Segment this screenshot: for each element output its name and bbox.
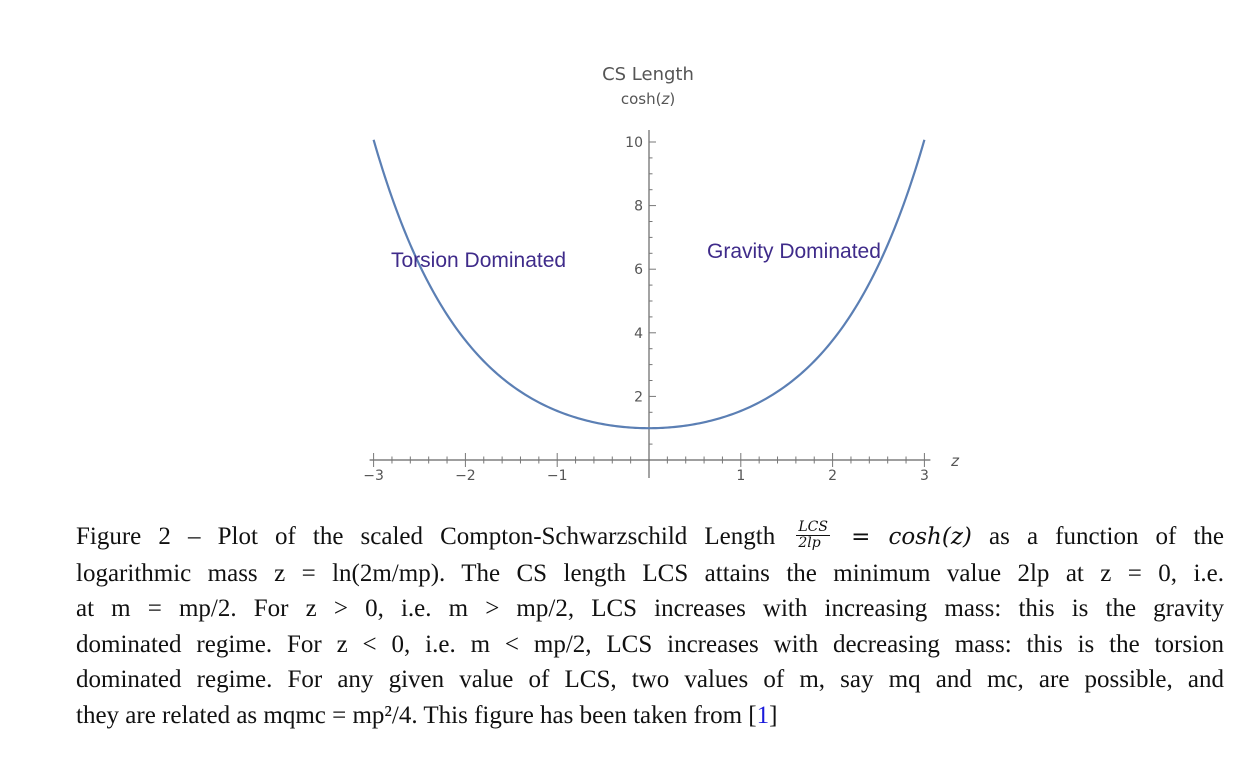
plot-axes <box>369 130 931 478</box>
x-tick-label: 1 <box>736 468 745 484</box>
x-tick-label: −1 <box>547 468 568 484</box>
caption-line-4: dominated regime. For z < 0, i.e. m < mp… <box>76 630 1224 658</box>
x-tick-label: −2 <box>455 468 476 484</box>
caption-text-1a: Plot of the scaled Compton-Schwarzschild… <box>217 523 776 550</box>
caption-line-3: at m = mp/2. For z > 0, i.e. m > mp/2, L… <box>76 595 1224 622</box>
caption-text-6a: they are related as mqmc = mp²/4. This f… <box>76 701 757 729</box>
caption-line-1: Figure 2 – Plot of the scaled Compton-Sc… <box>76 519 1224 556</box>
plot-ticks <box>373 141 925 467</box>
y-tick-label: 8 <box>634 199 643 215</box>
figure-caption: Figure 2 – Plot of the scaled Compton-Sc… <box>76 519 1224 733</box>
y-tick-label: 10 <box>625 135 643 151</box>
fraction-numerator: LCS <box>796 518 830 536</box>
x-tick-label: 3 <box>920 468 929 484</box>
caption-line-2: logarithmic mass z = ln(2m/mp). The CS l… <box>76 559 1224 587</box>
cosh-curve <box>372 139 926 430</box>
plot-tick-labels: −3 −2 −1 1 2 3 2 4 6 8 10 <box>363 135 929 484</box>
caption-text-1b: as a function of the <box>989 523 1225 550</box>
x-tick-label: 2 <box>828 468 837 484</box>
fraction-denominator: 2lp <box>798 534 821 551</box>
caption-line-6: they are related as mqmc = mp²/4. This f… <box>76 698 1224 734</box>
x-tick-label: −3 <box>363 468 384 484</box>
caption-equation: = cosh(z) <box>851 524 972 550</box>
annotation-gravity-dominated: Gravity Dominated <box>707 240 881 263</box>
annotation-torsion-dominated: Torsion Dominated <box>391 249 566 272</box>
y-tick-label: 2 <box>634 389 643 405</box>
reference-link[interactable]: 1 <box>756 701 770 729</box>
caption-text-6b: ] <box>769 701 778 729</box>
figure-label: Figure 2 – <box>76 523 201 550</box>
y-tick-label: 4 <box>634 326 643 342</box>
y-tick-label: 6 <box>634 262 643 278</box>
x-axis-label: z <box>950 452 960 470</box>
caption-fraction: LCS 2lp <box>796 518 830 551</box>
y-axis-sublabel: cosh(z) <box>621 90 675 108</box>
y-axis-label: CS Length <box>602 64 694 85</box>
caption-line-5: dominated regime. For any given value of… <box>76 666 1224 693</box>
cosh-plot: −3 −2 −1 1 2 3 2 4 6 8 10 CS Length cosh(z) z Tors… <box>363 64 960 484</box>
